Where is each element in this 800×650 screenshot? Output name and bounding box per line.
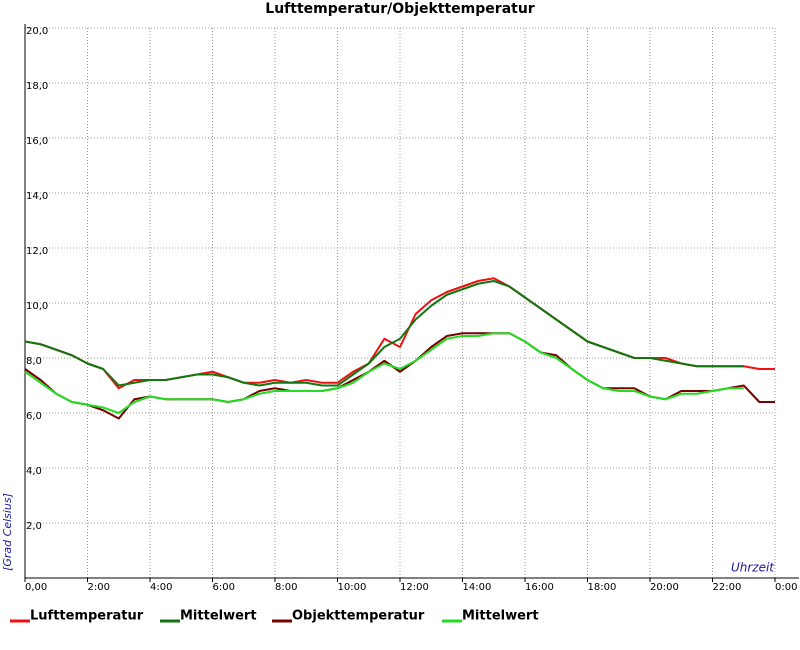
y-tick-label: 4,0 <box>26 466 42 477</box>
y-tick-label: 20,0 <box>26 26 48 37</box>
y-tick-label: 12,0 <box>26 246 48 257</box>
y-tick-label: 16,0 <box>26 136 48 147</box>
legend-label: Lufttemperatur <box>30 609 144 624</box>
y-tick-label: 18,0 <box>26 81 48 92</box>
x-tick-label: 6:00 <box>213 582 235 593</box>
y-tick-label: 8,0 <box>26 356 42 367</box>
legend-label: Objekttemperatur <box>292 609 425 624</box>
y-tick-label: 14,0 <box>26 191 48 202</box>
x-tick-label: 16:00 <box>525 582 554 593</box>
x-tick-label: 12:00 <box>400 582 429 593</box>
y-tick-label: 10,0 <box>26 301 48 312</box>
x-axis-label: Uhrzeit <box>731 561 775 575</box>
x-tick-label: 22:00 <box>713 582 742 593</box>
y-axis-label: [Grad Celsius] <box>1 493 14 571</box>
x-tick-label: 20:00 <box>650 582 679 593</box>
y-tick-label: 2,0 <box>26 521 42 532</box>
series-line <box>24 332 744 414</box>
x-tick-label: 2:00 <box>88 582 110 593</box>
chart-title: Lufttemperatur/Objekttemperatur <box>265 1 535 17</box>
x-tick-label: 4:00 <box>150 582 172 593</box>
series-line <box>24 280 744 387</box>
x-tick-label: 0,00 <box>25 582 47 593</box>
x-tick-label: 10:00 <box>338 582 367 593</box>
x-tick-label: 18:00 <box>588 582 617 593</box>
x-tick-label: 0:00 <box>775 582 797 593</box>
x-tick-label: 8:00 <box>275 582 297 593</box>
y-tick-label: 6,0 <box>26 411 42 422</box>
legend-label: Mittelwert <box>180 609 257 624</box>
legend-label: Mittelwert <box>462 609 539 624</box>
x-tick-label: 14:00 <box>463 582 492 593</box>
